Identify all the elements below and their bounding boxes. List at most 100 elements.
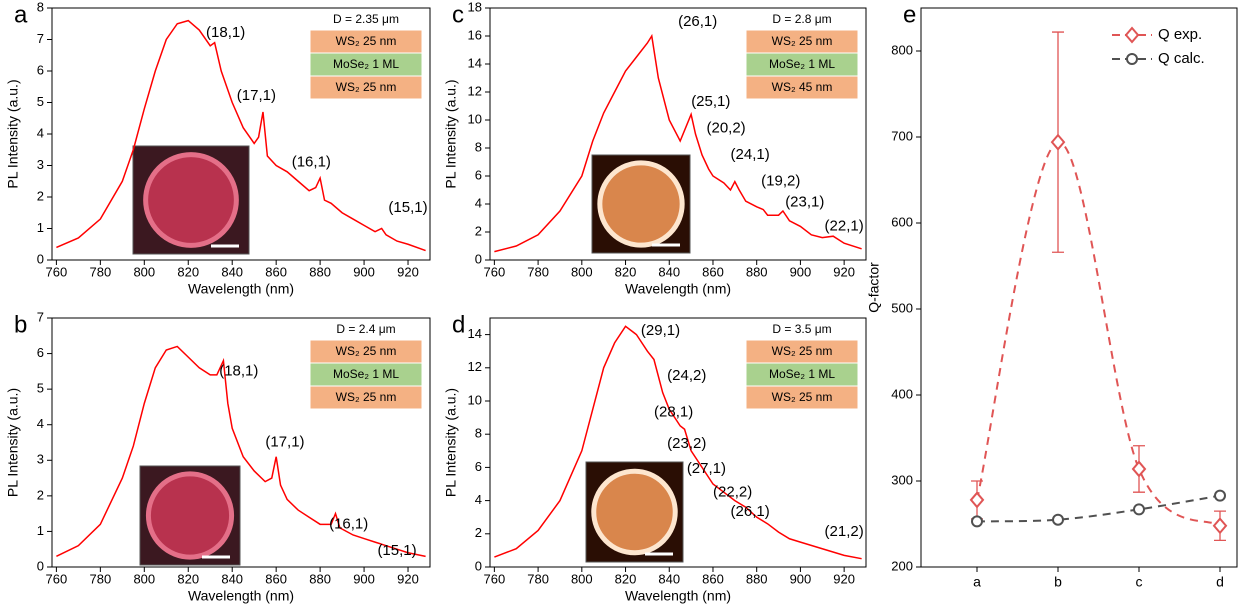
x-axis-label: Wavelength (nm) (625, 588, 731, 604)
y-axis-label: Q-factor (866, 262, 882, 313)
x-tick-label: 880 (309, 571, 331, 586)
legend-label: Q exp. (1158, 26, 1202, 43)
peak-label: (25,1) (691, 93, 730, 110)
layer-box (309, 385, 423, 410)
y-tick-label: 4 (37, 416, 44, 431)
x-tick-label: 760 (484, 571, 506, 586)
plot-frame (920, 7, 1238, 568)
y-tick-label: 8 (37, 0, 44, 14)
y-tick-label: 8 (475, 139, 482, 154)
x-tick-label: d (1216, 574, 1224, 590)
x-tick-label: 760 (46, 264, 68, 279)
diameter-note: D = 2.35 μm (333, 12, 399, 26)
y-tick-label: 800 (891, 42, 913, 57)
x-tick-label: 800 (571, 571, 593, 586)
x-tick-label: 920 (833, 264, 855, 279)
inset-disk (143, 152, 239, 248)
y-tick-label: 1 (37, 220, 44, 235)
peak-label: (22,1) (825, 217, 864, 234)
x-tick-label: b (1054, 574, 1062, 590)
x-tick-label: 860 (265, 571, 287, 586)
layer-label: MoSe₂ 1 ML (769, 367, 835, 381)
y-tick-label: 700 (891, 128, 913, 143)
peak-label: (15,1) (377, 542, 416, 559)
y-tick-label: 3 (37, 157, 44, 172)
layer-label: WS₂ 25 nm (772, 344, 833, 358)
y-tick-label: 6 (475, 167, 482, 182)
marker-circle (1214, 489, 1226, 502)
peak-label: (28,1) (654, 404, 693, 421)
x-tick-label: 800 (571, 264, 593, 279)
peak-label: (26,1) (678, 13, 717, 30)
marker-circle (971, 515, 983, 528)
panel-letter: e (903, 1, 916, 28)
y-axis-label: PL Intensity (a.u.) (5, 79, 21, 188)
y-tick-label: 0 (37, 251, 44, 266)
spectrum-line (494, 325, 862, 560)
y-tick-label: 4 (475, 195, 482, 210)
x-tick-label: 800 (133, 571, 155, 586)
diameter-note: D = 2.8 μm (772, 12, 831, 26)
y-tick-label: 8 (475, 426, 482, 441)
y-tick-label: 600 (891, 214, 913, 229)
y-tick-label: 3 (37, 452, 44, 467)
x-tick-label: 780 (89, 571, 111, 586)
layer-label: WS₂ 25 nm (336, 390, 397, 404)
plot-frame (51, 317, 431, 568)
y-tick-label: 12 (468, 359, 482, 374)
peak-label: (24,1) (731, 146, 770, 163)
layer-label: WS₂ 25 nm (772, 390, 833, 404)
x-tick-label: 900 (353, 571, 375, 586)
layer-box (745, 385, 859, 410)
y-tick-label: 4 (475, 492, 482, 507)
x-tick-label: 840 (658, 264, 680, 279)
y-tick-label: 4 (37, 125, 44, 140)
y-tick-label: 400 (891, 386, 913, 401)
plot-frame (51, 7, 431, 261)
x-tick-label: 800 (133, 264, 155, 279)
y-tick-label: 0 (475, 558, 482, 573)
panel-letter: b (14, 311, 27, 338)
x-tick-label: 820 (177, 571, 199, 586)
x-tick-label: 900 (790, 264, 812, 279)
y-tick-label: 2 (37, 188, 44, 203)
layer-label: WS₂ 25 nm (336, 34, 397, 48)
diameter-note: D = 2.4 μm (336, 322, 395, 336)
x-tick-label: 900 (353, 264, 375, 279)
peak-label: (19,2) (761, 173, 800, 190)
fit-curve (976, 141, 1221, 527)
marker-circle (1133, 503, 1145, 516)
y-tick-label: 5 (37, 94, 44, 109)
y-axis-label: PL Intensity (a.u.) (5, 388, 21, 497)
peak-label: (16,1) (292, 153, 331, 170)
x-tick-label: 880 (309, 264, 331, 279)
y-tick-label: 6 (37, 62, 44, 77)
panel-letter: c (452, 1, 464, 28)
legend-marker (1124, 26, 1140, 44)
y-tick-label: 6 (475, 459, 482, 474)
peak-label: (23,1) (785, 194, 824, 211)
y-tick-label: 10 (468, 392, 482, 407)
y-tick-label: 14 (468, 326, 482, 341)
peak-label: (21,2) (825, 523, 864, 540)
x-tick-label: 920 (833, 571, 855, 586)
plot-frame (489, 7, 867, 261)
x-tick-label: 780 (527, 264, 549, 279)
x-tick-label: 760 (484, 264, 506, 279)
x-tick-label: 780 (89, 264, 111, 279)
y-tick-label: 2 (475, 525, 482, 540)
peak-label: (18,1) (206, 24, 245, 41)
layer-box (309, 75, 423, 100)
peak-label: (29,1) (641, 322, 680, 339)
marker-diamond (1050, 133, 1066, 151)
marker-diamond (1131, 460, 1147, 478)
layer-label: MoSe₂ 1 ML (333, 57, 399, 71)
x-tick-label: 840 (221, 264, 243, 279)
spectrum-line (56, 345, 426, 558)
y-tick-label: 300 (891, 472, 913, 487)
marker-circle (1052, 513, 1064, 526)
y-tick-label: 16 (468, 27, 482, 42)
peak-label: (17,1) (265, 433, 304, 450)
inset-disk (145, 471, 235, 560)
